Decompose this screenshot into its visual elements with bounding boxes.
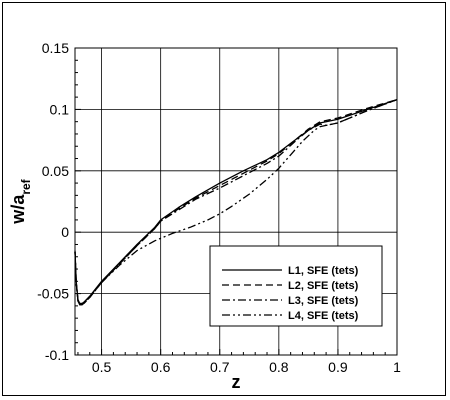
y-tick-label: -0.05	[37, 286, 69, 302]
plot-border	[74, 47, 398, 356]
y-axis-title-subscript: ref	[19, 178, 33, 194]
series-line-4	[74, 98, 398, 306]
legend-label-4: L4, SFE (tets)	[288, 310, 359, 322]
legend-label-1: L1, SFE (tets)	[288, 265, 359, 277]
y-tick-label: -0.1	[45, 347, 69, 363]
y-axis-title: w/aref	[8, 178, 33, 224]
series-line-3	[74, 98, 398, 306]
ticks	[75, 47, 398, 356]
x-axis-title-text: z	[232, 372, 241, 392]
legend-label-3: L3, SFE (tets)	[288, 295, 359, 307]
x-axis-title: z	[232, 372, 241, 392]
tick-labels: 0.5 0.6 0.7 0.8 0.9 1 -0.1 -0.05 0 0.05 0.1 0.15	[37, 40, 401, 375]
x-tick-label: 0.9	[328, 359, 348, 375]
y-tick-label: 0.1	[50, 101, 70, 117]
x-tick-label: 0.5	[92, 359, 112, 375]
legend-entries: L1, SFE (tets) L2, SFE (tets) L3, SFE (tet…	[222, 265, 359, 322]
y-tick-label: 0.15	[42, 40, 69, 56]
legend-box	[209, 245, 383, 327]
series-layer	[74, 98, 398, 306]
legend-label-2: L2, SFE (tets)	[288, 280, 359, 292]
y-tick-label: 0	[61, 224, 69, 240]
x-tick-label: 0.7	[210, 359, 230, 375]
series-line-1	[74, 98, 398, 305]
x-tick-label: 0.8	[269, 359, 289, 375]
legend: L1, SFE (tets) L2, SFE (tets) L3, SFE (tet…	[209, 245, 383, 327]
x-tick-label: 0.6	[151, 359, 171, 375]
y-axis-title-main: w/a	[8, 194, 28, 225]
y-tick-label: 0.05	[42, 163, 69, 179]
x-tick-label: 1	[393, 359, 401, 375]
